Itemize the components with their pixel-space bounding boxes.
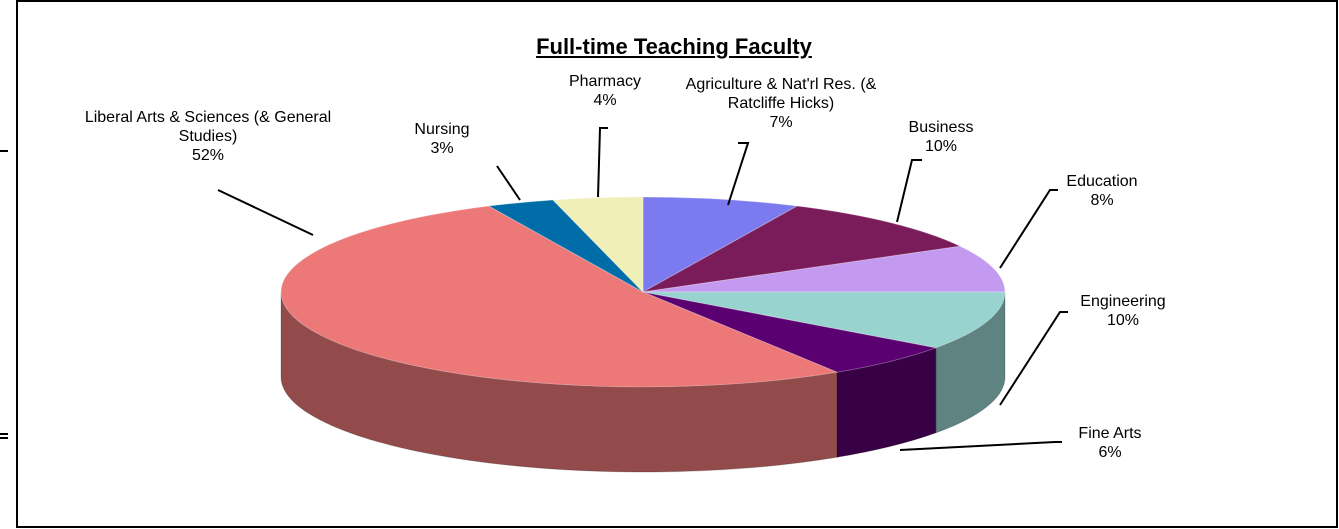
pie-slice [642,245,1006,293]
category-label: Agriculture & Nat'rl Res. (& Ratcliffe H… [685,76,877,112]
data-label: Pharmacy 4% [545,72,665,110]
frame [16,0,1338,528]
category-label: Business [908,119,974,136]
leader-line [896,159,922,223]
category-label: Pharmacy [568,73,642,90]
category-label: Liberal Arts & Sciences (& General Studi… [84,109,332,145]
data-label: Engineering 10% [1063,292,1183,330]
pie-slice [642,205,962,293]
data-label: Business 10% [876,118,1006,156]
category-label: Engineering [1080,293,1166,310]
data-label: Agriculture & Nat'rl Res. (& Ratcliffe H… [656,75,906,132]
leader-line [597,127,608,198]
value-label: 10% [1106,312,1140,329]
pie-slice [642,196,799,293]
leader-line [496,165,521,201]
leader-line [999,311,1068,406]
leader-line [217,189,314,236]
value-label: 10% [924,138,958,155]
pie-slice [642,291,938,373]
data-label: Education 8% [1042,172,1162,210]
pie-slice [642,291,1006,349]
chart-title: Full-time Teaching Faculty [536,34,812,59]
value-label: 52% [191,147,225,164]
category-label: Fine Arts [1078,425,1142,442]
category-label: Nursing [414,121,470,138]
value-label: 8% [1090,192,1114,209]
data-label: Nursing 3% [392,120,492,158]
pie-slice [280,205,839,388]
data-label: Fine Arts 6% [1050,424,1170,462]
data-label: Liberal Arts & Sciences (& General Studi… [78,108,338,165]
pie-slice [487,199,644,293]
value-label: 7% [769,114,793,131]
value-label: 4% [593,92,617,109]
pie-slice [551,196,644,294]
leader-line [899,441,1062,451]
leader-line [727,142,750,206]
value-label: 3% [430,140,454,157]
leader-line [999,189,1058,269]
value-label: 6% [1098,444,1122,461]
category-label: Education [1066,173,1138,190]
